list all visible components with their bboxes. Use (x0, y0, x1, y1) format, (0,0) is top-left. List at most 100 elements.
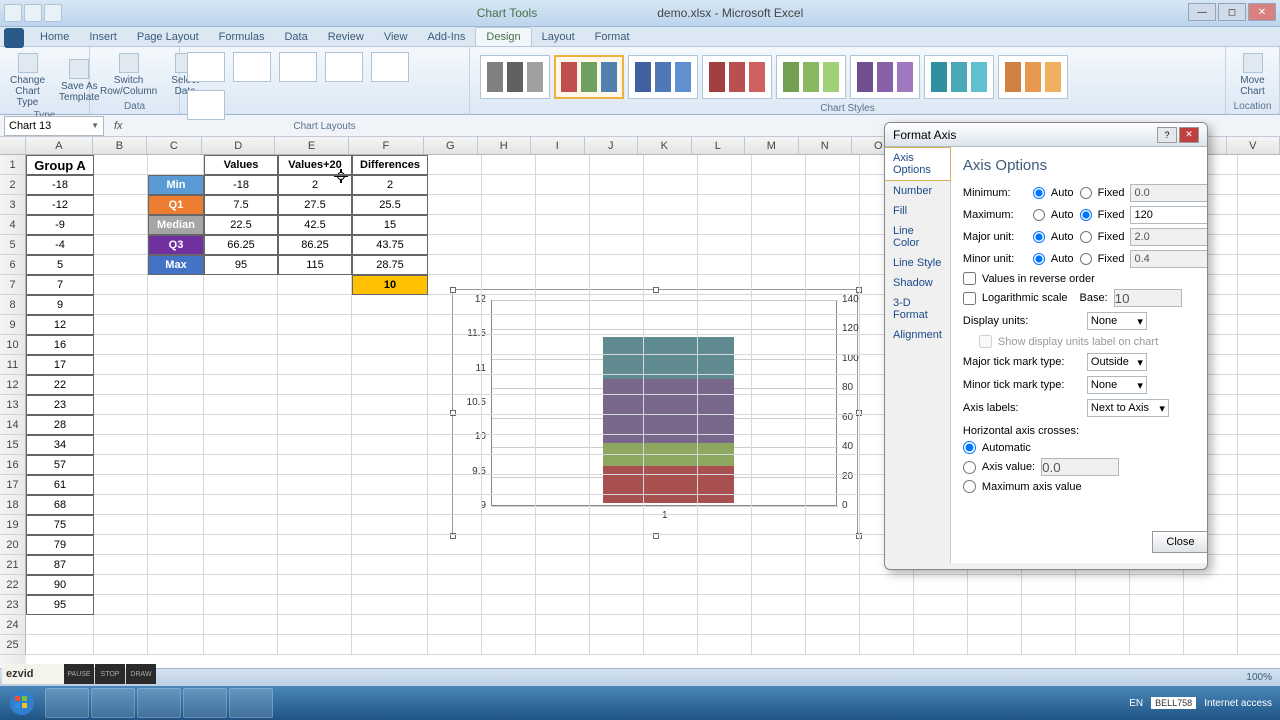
chevron-down-icon[interactable]: ▼ (91, 121, 99, 130)
cell[interactable]: 87 (26, 555, 94, 575)
ribbon-tab-insert[interactable]: Insert (79, 28, 127, 46)
cell[interactable]: 28 (26, 415, 94, 435)
cell[interactable]: 57 (26, 455, 94, 475)
chart-styles-gallery[interactable] (476, 51, 1219, 103)
cell[interactable]: -12 (26, 195, 94, 215)
close-button[interactable]: ✕ (1248, 3, 1276, 21)
cell[interactable]: -4 (26, 235, 94, 255)
row-header[interactable]: 10 (0, 335, 26, 355)
bound-fixed-radio[interactable] (1080, 253, 1092, 265)
cell[interactable]: 75 (26, 515, 94, 535)
qat-redo-icon[interactable] (44, 4, 62, 22)
cell[interactable]: -18 (26, 175, 94, 195)
cell[interactable]: 5 (26, 255, 94, 275)
row-header[interactable]: 16 (0, 455, 26, 475)
bound-auto-radio[interactable] (1033, 231, 1045, 243)
taskbar-chrome-icon[interactable] (137, 688, 181, 718)
row-header[interactable]: 21 (0, 555, 26, 575)
crosses-auto-radio[interactable] (963, 441, 976, 454)
row-header[interactable]: 3 (0, 195, 26, 215)
cell[interactable]: 34 (26, 435, 94, 455)
cell[interactable]: 95 (204, 255, 278, 275)
column-header[interactable]: L (692, 137, 746, 154)
row-header[interactable]: 20 (0, 535, 26, 555)
row-header[interactable]: 15 (0, 435, 26, 455)
row-header[interactable]: 14 (0, 415, 26, 435)
bound-auto-radio[interactable] (1033, 253, 1045, 265)
taskbar-app-icon[interactable] (183, 688, 227, 718)
cell[interactable]: Values (204, 155, 278, 175)
row-header[interactable]: 17 (0, 475, 26, 495)
dialog-help-button[interactable]: ? (1157, 127, 1177, 143)
dialog-nav-item[interactable]: Number (885, 181, 950, 201)
column-header[interactable]: F (349, 137, 424, 154)
name-box[interactable]: Chart 13▼ (4, 116, 104, 136)
fx-icon[interactable]: fx (108, 120, 129, 132)
cell[interactable]: 23 (26, 395, 94, 415)
taskbar[interactable]: EN BELL758 Internet access (0, 686, 1280, 720)
cell[interactable]: -9 (26, 215, 94, 235)
cell[interactable]: Q1 (148, 195, 204, 215)
chart-style-thumb[interactable] (702, 55, 772, 99)
row-header[interactable]: 22 (0, 575, 26, 595)
row-header[interactable]: 5 (0, 235, 26, 255)
crosses-value-radio[interactable] (963, 461, 976, 474)
qat-undo-icon[interactable] (24, 4, 42, 22)
cell[interactable]: 86.25 (278, 235, 352, 255)
taskbar-explorer-icon[interactable] (45, 688, 89, 718)
cell[interactable]: -18 (204, 175, 278, 195)
chart-style-thumb[interactable] (850, 55, 920, 99)
cell[interactable]: Differences (352, 155, 428, 175)
maximize-button[interactable]: ◻ (1218, 3, 1246, 21)
recorder-pause-button[interactable]: PAUSE (64, 664, 94, 684)
cell[interactable]: 17 (26, 355, 94, 375)
row-header[interactable]: 4 (0, 215, 26, 235)
column-header[interactable]: D (202, 137, 275, 154)
reverse-order-checkbox[interactable] (963, 272, 976, 285)
dialog-nav-item[interactable]: Line Color (885, 221, 950, 253)
dialog-close-action-button[interactable]: Close (1152, 531, 1208, 553)
row-header[interactable]: 13 (0, 395, 26, 415)
move-chart-button[interactable]: Move Chart (1232, 51, 1273, 99)
cell[interactable]: 43.75 (352, 235, 428, 255)
cell[interactable]: Max (148, 255, 204, 275)
cell[interactable]: 42.5 (278, 215, 352, 235)
ribbon-tab-review[interactable]: Review (318, 28, 374, 46)
minor-tick-select[interactable]: None▾ (1087, 376, 1147, 394)
ribbon-tab-formulas[interactable]: Formulas (209, 28, 275, 46)
chart-style-thumb[interactable] (924, 55, 994, 99)
ribbon-tab-home[interactable]: Home (30, 28, 79, 46)
qat-save-icon[interactable] (4, 4, 22, 22)
cell[interactable]: Median (148, 215, 204, 235)
row-header[interactable]: 19 (0, 515, 26, 535)
chart-style-thumb[interactable] (628, 55, 698, 99)
cell[interactable]: 27.5 (278, 195, 352, 215)
cell[interactable]: 7 (26, 275, 94, 295)
ribbon-tab-page-layout[interactable]: Page Layout (127, 28, 209, 46)
ribbon-tab-data[interactable]: Data (274, 28, 317, 46)
row-header[interactable]: 11 (0, 355, 26, 375)
ribbon-tab-add-ins[interactable]: Add-Ins (417, 28, 475, 46)
start-button[interactable] (0, 686, 44, 720)
dialog-nav-item[interactable]: 3-D Format (885, 293, 950, 325)
ribbon-tab-view[interactable]: View (374, 28, 418, 46)
dialog-nav-item[interactable]: Line Style (885, 253, 950, 273)
cell[interactable]: 115 (278, 255, 352, 275)
cell[interactable]: 15 (352, 215, 428, 235)
cell[interactable]: 28.75 (352, 255, 428, 275)
ribbon-tab-design[interactable]: Design (475, 27, 531, 46)
cell[interactable]: 22 (26, 375, 94, 395)
column-header[interactable]: B (93, 137, 147, 154)
dialog-nav-item[interactable]: Alignment (885, 325, 950, 345)
taskbar-excel-icon[interactable] (229, 688, 273, 718)
dialog-title-bar[interactable]: Format Axis ? ✕ (885, 123, 1207, 147)
cell[interactable]: 22.5 (204, 215, 278, 235)
chart-layouts-gallery[interactable] (186, 51, 446, 121)
chart-style-thumb[interactable] (998, 55, 1068, 99)
column-header[interactable]: I (531, 137, 585, 154)
bound-fixed-radio[interactable] (1080, 209, 1092, 221)
major-tick-select[interactable]: Outside▾ (1087, 353, 1147, 371)
dialog-nav-item[interactable]: Shadow (885, 273, 950, 293)
cell[interactable]: 90 (26, 575, 94, 595)
column-header[interactable]: E (275, 137, 348, 154)
